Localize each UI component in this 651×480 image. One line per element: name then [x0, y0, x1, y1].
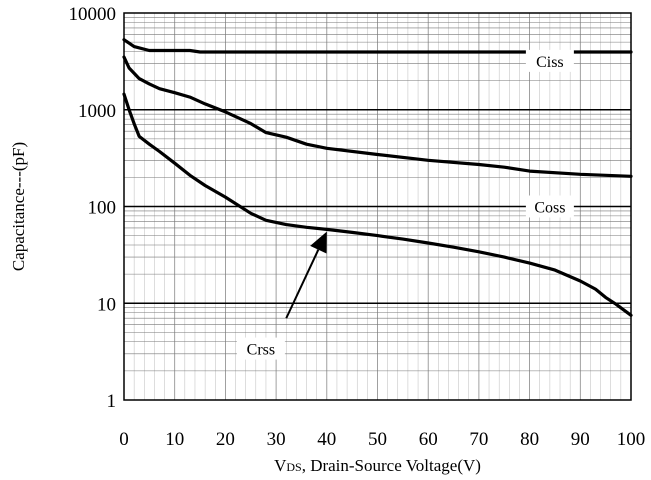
series-label-bg	[525, 49, 574, 72]
x-axis-title-sub: DS	[286, 460, 301, 474]
y-tick-label: 10000	[69, 4, 117, 25]
x-axis-title: VDS, Drain-Source Voltage(V)	[274, 456, 481, 475]
y-axis-title: Capacitance---(pF)	[9, 142, 28, 271]
series-label-bg	[236, 337, 285, 360]
x-tick-label: 60	[419, 429, 438, 450]
x-tick-label: 70	[469, 429, 488, 450]
y-tick-label: 10	[97, 294, 116, 315]
series-line-crss	[122, 92, 633, 317]
series-label-ciss: Ciss	[536, 54, 564, 71]
x-tick-label: 40	[317, 429, 336, 450]
series-layer	[122, 38, 633, 317]
x-axis-title-v: V	[274, 456, 287, 475]
x-axis-title-rest: , Drain-Source Voltage(V)	[302, 456, 481, 475]
y-tick-label: 100	[88, 198, 117, 219]
series-line-ciss	[122, 38, 633, 54]
x-tick-label: 80	[520, 429, 539, 450]
series-line-coss	[122, 55, 633, 178]
y-tick-label: 1000	[78, 101, 116, 122]
x-tick-label: 100	[617, 429, 646, 450]
grid	[124, 13, 631, 400]
y-tick-label: 1	[107, 391, 117, 412]
series-label-bg	[525, 195, 574, 218]
series-labels: Ciss Coss Crss	[236, 49, 574, 360]
x-tick-label: 30	[267, 429, 286, 450]
x-tick-label: 0	[119, 429, 129, 450]
crss-arrow-head	[310, 231, 327, 254]
series-label-coss: Coss	[534, 200, 565, 217]
series-label-crss: Crss	[247, 342, 275, 359]
x-tick-label: 10	[165, 429, 184, 450]
x-tick-label: 20	[216, 429, 235, 450]
plot-frame	[123, 12, 632, 401]
x-tick-label: 90	[571, 429, 590, 450]
x-tick-label: 50	[368, 429, 387, 450]
crss-arrow-shaft	[285, 249, 320, 319]
